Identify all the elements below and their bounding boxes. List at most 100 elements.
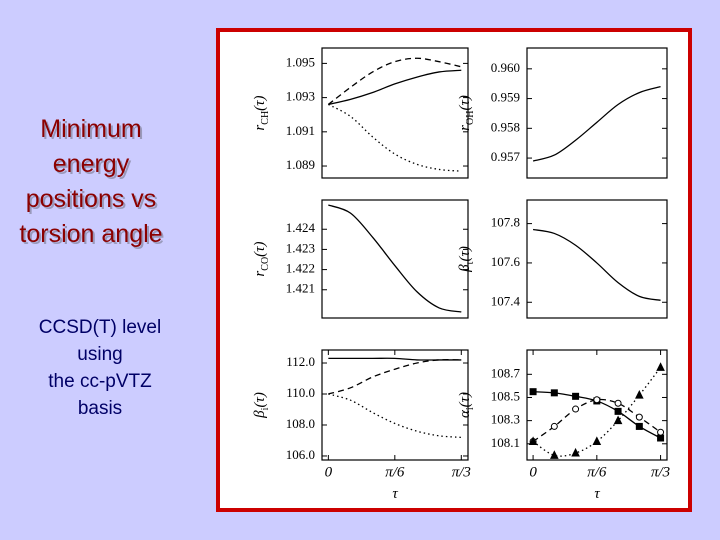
y-tick-label: 0.959 xyxy=(491,90,520,105)
chart-panel: 107.4 107.6 107.8 βt(τ) xyxy=(457,199,668,319)
y-axis-label: rOH(τ) xyxy=(457,95,476,131)
y-axis-label: βi(τ) xyxy=(252,392,271,419)
y-tick-label: 1.424 xyxy=(286,220,316,235)
y-tick-label: 107.4 xyxy=(491,293,521,308)
note-line: using xyxy=(77,344,122,365)
note-line: the cc-pVTZ xyxy=(48,371,152,392)
series-line xyxy=(328,359,462,395)
y-tick-label: 112.0 xyxy=(286,354,315,369)
y-tick-label: 108.1 xyxy=(491,435,520,450)
y-axis-label: rCO(τ) xyxy=(252,241,271,276)
heading-shadow: positions vs xyxy=(28,187,159,215)
x-tick-label: 0 xyxy=(325,464,333,480)
chart-panel: 1.089 1.091 1.093 1.095 rCH(τ) xyxy=(252,47,469,179)
y-label-symbol: r xyxy=(252,271,268,277)
y-label-subscript: i xyxy=(465,407,476,410)
heading-shadow: Minimum xyxy=(42,117,143,145)
heading-shadow: energy xyxy=(55,152,132,180)
y-tick-label: 106.0 xyxy=(286,447,315,462)
y-label-subscript: CO xyxy=(260,257,271,271)
marker xyxy=(635,413,643,421)
marker xyxy=(635,390,644,399)
note-line: CCSD(T) level xyxy=(39,317,161,338)
heading-shadow: torsion angle xyxy=(21,222,164,250)
marker xyxy=(614,399,622,407)
marker xyxy=(528,436,538,445)
y-tick-label: 1.421 xyxy=(286,281,315,296)
y-tick-label: 0.957 xyxy=(491,149,521,164)
y-tick-label: 108.7 xyxy=(491,365,521,380)
y-tick-label: 1.089 xyxy=(286,157,315,172)
y-tick-label: 1.093 xyxy=(286,89,315,104)
heading-line: Minimum xyxy=(40,115,141,143)
marker xyxy=(572,405,580,413)
series-line xyxy=(328,204,462,313)
y-label-argument: (τ) xyxy=(457,246,473,261)
series-line xyxy=(328,393,462,439)
y-label-argument: (τ) xyxy=(252,392,268,407)
y-label-subscript: CH xyxy=(260,111,271,125)
y-tick-label: 0.960 xyxy=(491,60,520,75)
x-tick-label: π/3 xyxy=(452,464,471,480)
y-tick-label: 108.3 xyxy=(491,412,520,427)
marker xyxy=(635,422,643,430)
series-line xyxy=(328,69,462,106)
series-line xyxy=(327,57,462,105)
heading-line: positions vs xyxy=(26,185,157,213)
chart-panel: 1.421 1.422 1.423 1.424 rCO(τ) xyxy=(252,199,469,319)
marker xyxy=(550,422,558,430)
plot-frame xyxy=(526,199,668,319)
marker xyxy=(593,396,601,404)
heading-line: energy xyxy=(53,150,130,178)
marker xyxy=(550,450,559,459)
y-tick-label: 1.422 xyxy=(286,261,315,276)
plot-frame xyxy=(321,47,469,179)
y-label-symbol: r xyxy=(252,125,268,131)
x-tick-label: π/6 xyxy=(385,464,405,480)
y-label-symbol: α xyxy=(457,409,473,418)
marker xyxy=(613,415,623,425)
y-tick-label: 107.8 xyxy=(491,215,520,230)
marker xyxy=(529,388,537,396)
y-label-argument: (τ) xyxy=(457,392,473,407)
y-tick-label: 1.091 xyxy=(286,123,315,138)
y-label-subscript: i xyxy=(260,407,271,410)
marker xyxy=(572,392,580,400)
heading-line: torsion angle xyxy=(19,220,162,248)
chart-panel: 0.957 0.958 0.959 0.960 rOH(τ) xyxy=(457,47,668,179)
y-tick-label: 1.423 xyxy=(286,240,315,255)
y-tick-label: 107.6 xyxy=(491,254,521,269)
y-axis-label: rCH(τ) xyxy=(252,95,271,130)
series-line xyxy=(532,228,661,301)
plot-frame xyxy=(526,47,668,179)
marker xyxy=(592,436,602,445)
chart-panel: 108.1 108.3 108.5 108.7 0 π/6 π/3 τ αi(τ) xyxy=(457,349,670,502)
plot-frame xyxy=(321,199,469,319)
y-label-symbol: r xyxy=(457,125,473,131)
y-axis-label: βt(τ) xyxy=(457,246,476,273)
y-label-argument: (τ) xyxy=(457,95,473,110)
x-axis-label: τ xyxy=(392,486,398,502)
marker xyxy=(656,362,665,371)
series-line xyxy=(532,86,661,162)
x-tick-label: π/6 xyxy=(587,464,607,480)
y-tick-label: 110.0 xyxy=(286,385,315,400)
chart-panel: 106.0 108.0 110.0 112.0 0 π/6 π/3 τ βi(τ) xyxy=(252,349,471,502)
marker xyxy=(614,407,622,415)
marker xyxy=(550,389,558,397)
x-tick-label: π/3 xyxy=(651,464,670,480)
y-label-subscript: OH xyxy=(465,111,476,125)
y-label-symbol: β xyxy=(457,264,473,273)
y-tick-label: 108.0 xyxy=(286,416,315,431)
series-line xyxy=(328,357,462,361)
marker xyxy=(657,428,665,436)
y-axis-label: αi(τ) xyxy=(457,392,476,418)
y-label-argument: (τ) xyxy=(252,241,268,256)
y-label-argument: (τ) xyxy=(252,95,268,110)
series-line xyxy=(328,103,462,172)
x-tick-label: 0 xyxy=(529,464,537,480)
y-tick-label: 0.958 xyxy=(491,119,520,134)
y-tick-label: 108.5 xyxy=(491,388,520,403)
marker xyxy=(571,447,580,457)
